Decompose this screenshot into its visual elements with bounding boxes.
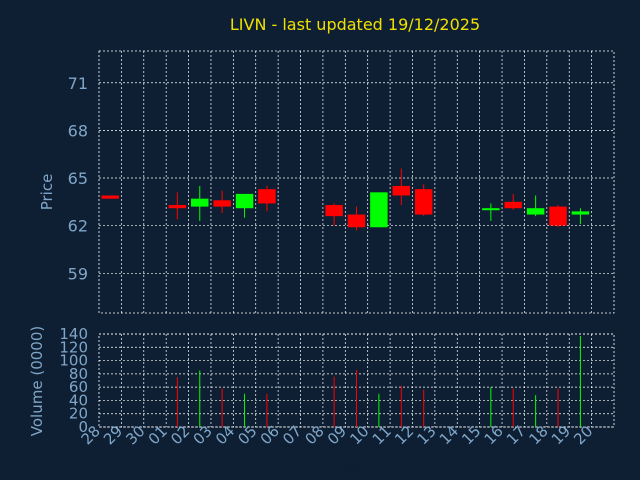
- volume-tick-label: 60: [69, 378, 88, 396]
- candle-body: [168, 205, 187, 209]
- candle-body: [571, 211, 590, 215]
- candle-body: [414, 189, 433, 215]
- candle-body: [191, 198, 209, 207]
- price-tick-label: 65: [68, 169, 88, 188]
- volume-bars: [176, 335, 581, 427]
- volume-tick-label: 0: [78, 418, 88, 436]
- price-tick-label: 71: [68, 74, 88, 93]
- volume-axis-label: Volume (0000): [28, 326, 46, 436]
- x-ticks: 2829300102030405060708091011121314151617…: [78, 422, 597, 448]
- volume-tick-label: 120: [59, 338, 88, 356]
- candle-body: [392, 185, 411, 196]
- volume-tick-label: 40: [69, 391, 88, 409]
- candle-body: [325, 205, 343, 217]
- candle-body: [370, 192, 388, 228]
- volume-grid: [98, 333, 615, 428]
- candle-body: [235, 193, 254, 209]
- candle-body: [526, 208, 545, 215]
- price-tick-label: 59: [68, 264, 88, 283]
- price-ticks: 71 68 65 62 59: [68, 74, 88, 284]
- candle-body: [549, 206, 567, 226]
- x-tick-label: 20: [570, 422, 596, 448]
- candle-body: [347, 214, 366, 228]
- volume-tick-label: 80: [69, 365, 88, 383]
- candle-body: [482, 208, 500, 211]
- chart-title: LIVN - last updated 19/12/2025: [230, 15, 480, 34]
- price-tick-label: 68: [68, 121, 88, 140]
- candle-body: [504, 201, 522, 209]
- volume-tick-label: 20: [69, 405, 88, 423]
- price-grid: [98, 50, 615, 314]
- candle-body: [213, 200, 231, 207]
- candle-body: [258, 189, 276, 204]
- candles: [101, 168, 590, 231]
- volume-tick-label: 100: [59, 352, 88, 370]
- price-axis-label: Price: [38, 174, 56, 211]
- price-tick-label: 62: [68, 217, 88, 236]
- volume-tick-label: 140: [59, 325, 88, 343]
- x-axis-label: Day: [333, 457, 363, 475]
- price-plot-frame: [98, 50, 615, 314]
- candle-body: [101, 195, 119, 199]
